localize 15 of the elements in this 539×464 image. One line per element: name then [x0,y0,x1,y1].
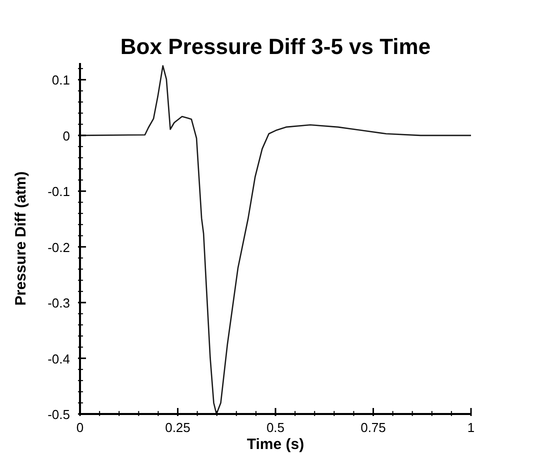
y-tick-label: -0.5 [48,407,70,422]
x-tick-label: 0 [76,420,84,435]
y-tick-label: -0.4 [48,351,70,366]
x-axis-title: Time (s) [246,436,304,453]
y-tick-label: -0.1 [48,184,70,200]
x-tick-label: 0.75 [360,420,386,435]
x-tick-label: 0.25 [165,420,190,435]
y-tick-label: 0.1 [52,72,70,88]
x-tick-label: 0.5 [266,420,285,435]
y-tick-label: 0 [62,128,70,144]
chart-title: Box Pressure Diff 3-5 vs Time [119,34,432,60]
y-tick-label: -0.2 [48,240,70,255]
y-axis-title: Pressure Diff (atm) [12,171,30,306]
y-tick-label: -0.3 [48,296,70,311]
x-tick-label: 1 [467,420,475,435]
